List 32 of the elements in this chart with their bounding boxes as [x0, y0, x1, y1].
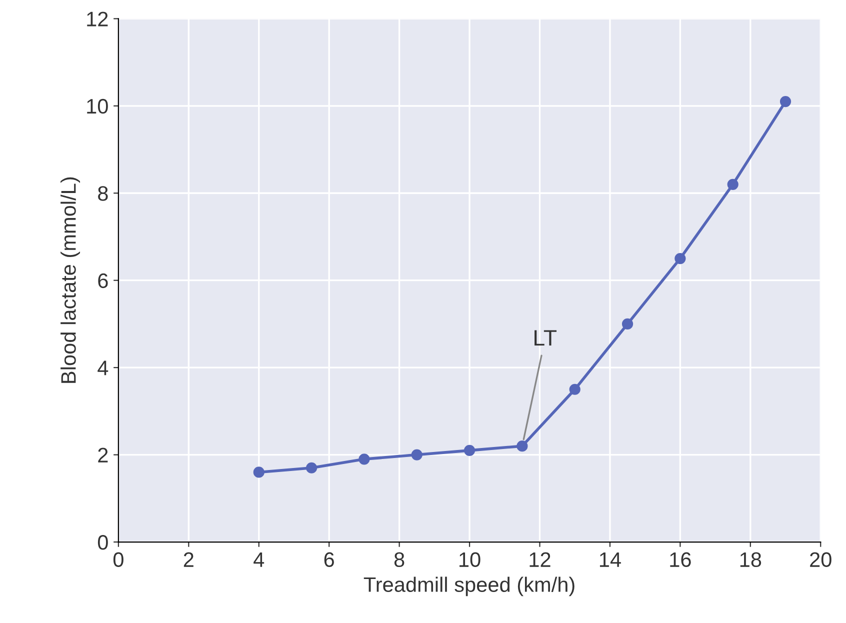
x-tick-label: 4 — [254, 552, 264, 567]
x-tick-label: 10 — [460, 552, 480, 568]
x-tick-label: 12 — [530, 552, 550, 567]
x-tick-label: 0 — [113, 552, 124, 568]
x-tick-label: 16 — [670, 552, 691, 568]
point — [622, 318, 634, 330]
point — [569, 384, 580, 395]
point — [516, 440, 528, 452]
point — [358, 454, 370, 465]
x-tick-label: 8 — [394, 552, 404, 568]
x-tick-label: 20 — [810, 552, 832, 568]
point — [253, 466, 264, 478]
point — [464, 444, 476, 456]
x-tick-label: 2 — [184, 552, 194, 567]
y-tick-label: 2 — [98, 448, 108, 462]
point — [780, 96, 792, 108]
y-tick-label: 0 — [98, 535, 108, 550]
y-tick-label: 4 — [98, 360, 108, 376]
annotation: LT — [534, 330, 557, 346]
x-tick-label: 18 — [740, 552, 762, 568]
point — [411, 449, 422, 460]
y-tick-label: 10 — [87, 98, 108, 114]
x-tick-label: 14 — [600, 552, 621, 567]
y-tick-label: 6 — [98, 273, 108, 288]
y-tick-label: 8 — [98, 186, 108, 201]
x-axis-title: Treadmill speed (km/h) — [364, 576, 574, 596]
x-tick-label: 6 — [324, 552, 334, 568]
point — [727, 178, 738, 190]
point — [674, 252, 686, 264]
y-tick-label: 12 — [87, 12, 108, 26]
point — [306, 462, 318, 474]
y-axis-title: Blood lactate (mmol/L) — [60, 177, 80, 383]
